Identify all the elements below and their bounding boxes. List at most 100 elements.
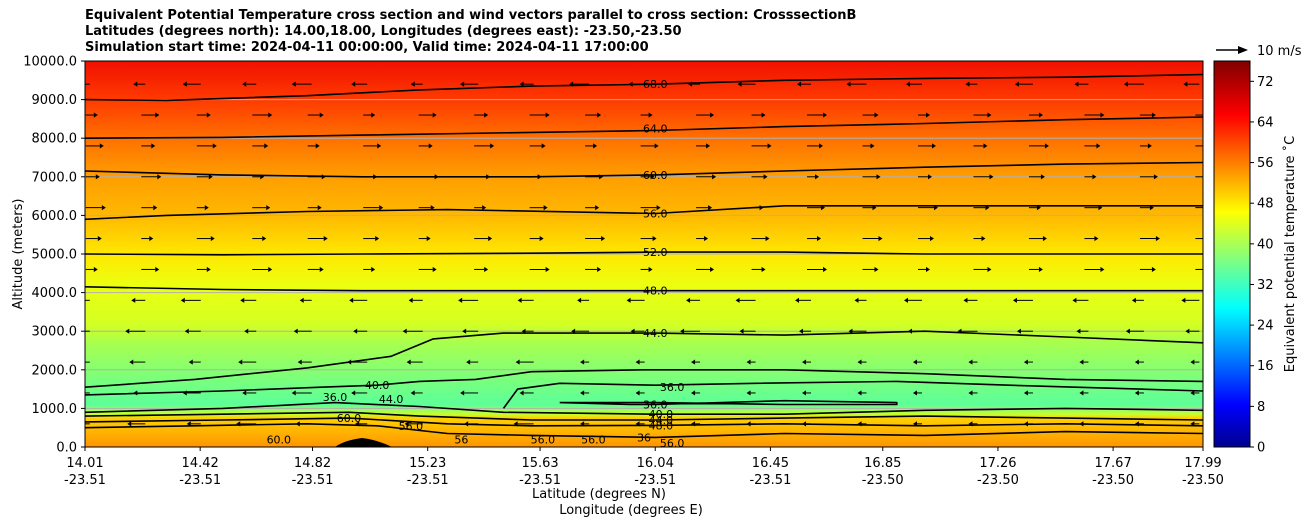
wind-vector-head [905,81,910,87]
wind-vector-head [133,390,138,396]
contour-line [85,401,1203,416]
wind-vector-head [460,390,465,396]
colorbar-tick-label: 16 [1257,359,1274,374]
wind-vector-head [680,328,685,334]
wind-vector-head [1014,81,1019,87]
wind-vector-head [262,235,267,242]
wind-vector-head [151,143,156,149]
wind-vector-head [968,390,973,396]
wind-vector-head [691,359,696,365]
quiver-key-label: 10 m/s [1257,44,1302,59]
wind-vector-head [925,266,930,273]
wind-vector-head [763,174,768,180]
wind-vector-head [377,143,382,149]
wind-vector-head [767,143,772,149]
y-tick-label: 9000.0 [32,93,78,108]
wind-vector-head [182,81,187,87]
wind-vector-head [206,266,211,273]
contour-line [85,422,1203,439]
wind-vector-head [1092,174,1097,180]
wind-vector-head [93,112,98,118]
wind-vector-head [1072,297,1077,303]
wind-vector-head [821,205,826,211]
wind-vector-head [268,266,273,273]
wind-vector-head [931,143,936,149]
wind-vector-head [236,421,241,427]
y-tick-label: 3000.0 [32,325,78,340]
wind-vector-head [266,205,271,211]
wind-vector-head [1190,390,1195,396]
wind-vector-head [872,205,877,211]
wind-vector-head [1023,390,1028,396]
wind-vector-head [628,81,633,87]
wind-vector-head [242,390,247,396]
wind-vector-head [430,205,435,211]
wind-vector-head [157,174,162,180]
contour-line [559,399,898,406]
contour-label: 44.0 [643,327,668,340]
wind-vector-head [319,266,324,273]
wind-vector-head [823,266,828,273]
wind-vector-head [1023,359,1028,365]
wind-vector-head [406,359,411,365]
wind-vector-head [129,359,134,365]
contour-line [85,417,1203,427]
wind-vector-head [985,205,990,211]
wind-vector-head [1203,267,1207,272]
wind-vector-head [242,81,247,87]
wind-vector-head [131,297,136,303]
wind-vector-head [351,81,356,87]
wind-vector-head [857,421,862,427]
wind-vector-head [206,112,211,118]
wind-vector-head [933,205,938,211]
wind-vector-head [929,235,934,242]
colorbar-label: Equivalent potential temperature ˚C [1282,136,1298,372]
wind-vector-head [797,81,802,87]
wind-vector-head [464,421,469,427]
wind-vector-head [870,143,875,149]
wind-vector-head [925,112,930,118]
colorbar-tick-label: 8 [1257,400,1265,415]
wind-vector-head [1012,297,1017,303]
wind-vector-head [1134,359,1139,365]
wind-vector-head [1181,297,1186,303]
y-tick-label: 7000.0 [32,170,78,185]
wind-vector-head [635,390,640,396]
wind-vector-head [466,359,471,365]
wind-vector-head [155,112,160,118]
wind-vector-head [691,421,696,427]
wind-vector-head [706,143,711,149]
wind-vector-head [1036,205,1041,211]
wind-vector-head [737,81,742,87]
quiver-key: 10 m/s [1216,44,1302,59]
wind-vector-head [462,328,467,334]
wind-vector-head [593,143,598,149]
wind-vector-head [1185,328,1190,334]
wind-vector-head [347,359,352,365]
x-tick-label-lon: -23.51 [519,473,561,488]
wind-vector-head [482,205,487,211]
wind-vector-head [212,143,217,149]
wind-vector-head [373,174,378,180]
wind-vector-head [1207,236,1211,241]
wind-vector-head [648,266,653,273]
wind-vector-head [515,359,520,365]
colorbar-tick-label: 64 [1257,115,1274,130]
wind-vector-head [125,328,130,334]
x-tick-label-lat: 16.85 [864,456,901,471]
wind-vector-head [513,421,518,427]
wind-vector-head [688,81,693,87]
wind-vector-head [595,205,600,211]
wind-vector-head [323,235,328,242]
x-tick-label-lon: -23.50 [1182,473,1224,488]
wind-vector-head [432,266,437,273]
wind-vector-head [878,235,883,242]
x-tick-label-lon: -23.50 [862,473,904,488]
wind-vector-head [155,266,160,273]
contour-line [85,73,1203,102]
x-tick-label-lat: 17.26 [979,456,1016,471]
wind-vector-head [295,421,300,427]
wind-vector-head [1125,328,1130,334]
contour-line [502,380,1203,409]
wind-vector-head [739,328,744,334]
